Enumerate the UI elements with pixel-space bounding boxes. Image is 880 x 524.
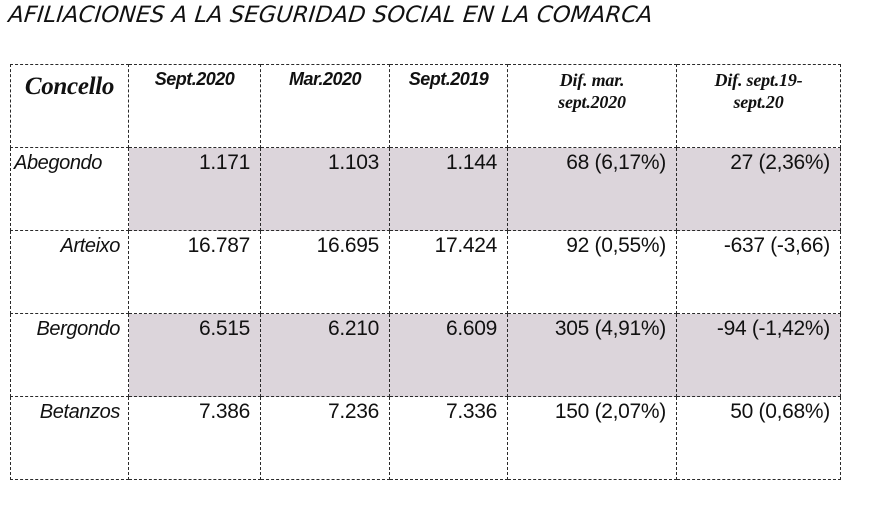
cell-sept-2020: 1.171 [128,147,261,231]
cell-dif-sept: 50 (0,68%) [676,396,841,480]
cell-sept-2019: 17.424 [389,230,508,314]
header-sept-2019: Sept.2019 [389,64,508,148]
header-dif-sept-line1: Dif. sept.19- [714,70,803,90]
cell-dif-mar: 68 (6,17%) [507,147,677,231]
header-concello: Concello [10,64,129,148]
page-title: AFILIACIONES A LA SEGURIDAD SOCIAL EN LA… [7,2,655,28]
header-dif-sept-line2: sept.20 [733,92,784,112]
table-row: Arteixo 16.787 16.695 17.424 92 (0,55%) … [10,230,841,314]
cell-sept-2019: 1.144 [389,147,508,231]
cell-concello: Abegondo [10,147,129,231]
header-dif-sept19-sept20: Dif. sept.19- sept.20 [676,64,841,148]
header-dif-mar-line2: sept.2020 [558,92,626,112]
table-row: Bergondo 6.515 6.210 6.609 305 (4,91%) -… [10,313,841,397]
cell-sept-2019: 6.609 [389,313,508,397]
header-dif-mar-line1: Dif. mar. [559,70,625,90]
cell-dif-sept: 27 (2,36%) [676,147,841,231]
table-row: Betanzos 7.386 7.236 7.336 150 (2,07%) 5… [10,396,841,480]
cell-concello: Betanzos [10,396,129,480]
header-mar-2020: Mar.2020 [260,64,390,148]
cell-sept-2020: 16.787 [128,230,261,314]
cell-sept-2020: 6.515 [128,313,261,397]
cell-mar-2020: 1.103 [260,147,390,231]
cell-mar-2020: 6.210 [260,313,390,397]
cell-concello: Arteixo [10,230,129,314]
cell-sept-2020: 7.386 [128,396,261,480]
cell-sept-2019: 7.336 [389,396,508,480]
table-header-row: Concello Sept.2020 Mar.2020 Sept.2019 Di… [10,64,841,148]
cell-mar-2020: 7.236 [260,396,390,480]
cell-concello: Bergondo [10,313,129,397]
cell-dif-mar: 305 (4,91%) [507,313,677,397]
cell-dif-mar: 92 (0,55%) [507,230,677,314]
cell-dif-sept: -94 (-1,42%) [676,313,841,397]
affiliations-table: Concello Sept.2020 Mar.2020 Sept.2019 Di… [10,64,841,480]
cell-mar-2020: 16.695 [260,230,390,314]
table-row: Abegondo 1.171 1.103 1.144 68 (6,17%) 27… [10,147,841,231]
header-dif-mar-sept-2020: Dif. mar. sept.2020 [507,64,677,148]
affiliations-table-container: Concello Sept.2020 Mar.2020 Sept.2019 Di… [10,64,841,524]
cell-dif-mar: 150 (2,07%) [507,396,677,480]
cell-dif-sept: -637 (-3,66) [676,230,841,314]
header-sept-2020: Sept.2020 [128,64,261,148]
